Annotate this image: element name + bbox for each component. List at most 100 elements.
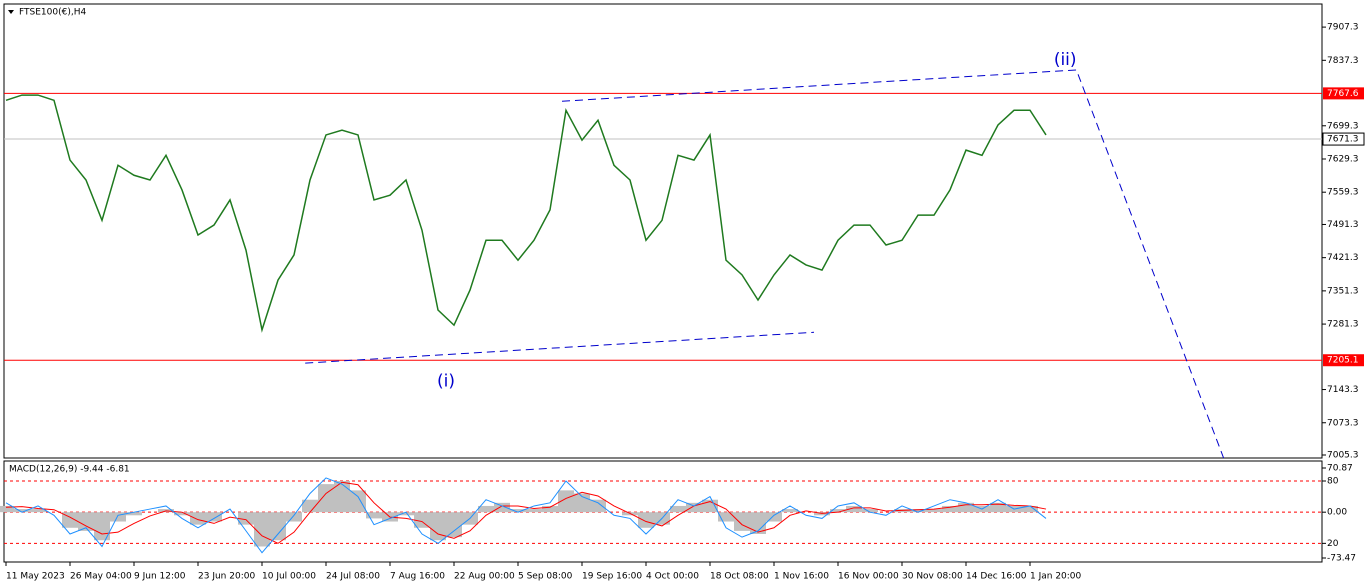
x-tick-label: 18 Oct 08:00 — [710, 572, 769, 582]
histogram-bar — [206, 512, 222, 522]
histogram-bar — [62, 512, 78, 528]
trend-line — [561, 69, 1225, 459]
histogram-bar — [1022, 505, 1038, 513]
main-frame — [3, 3, 1323, 459]
histogram-bar — [494, 502, 510, 513]
macd-line — [5, 481, 1047, 544]
y-tick-label: 80 — [1327, 477, 1339, 487]
y-tick-label: 0.00 — [1327, 508, 1347, 518]
wave-label: (i) — [437, 372, 455, 392]
histogram-bar — [830, 509, 846, 513]
histogram-bar — [846, 505, 862, 513]
y-tick-label: 7421.3 — [1327, 253, 1359, 263]
histogram-bar — [78, 512, 94, 531]
histogram-bar — [638, 512, 654, 528]
trend-line — [305, 331, 815, 364]
histogram-bar — [478, 505, 494, 513]
y-tick-label: -73.47 — [1327, 553, 1356, 563]
x-tick-label: 22 Aug 00:00 — [454, 572, 515, 582]
histogram-bar — [750, 512, 766, 535]
histogram-bar — [910, 509, 926, 513]
y-tick-label: 7559.3 — [1327, 188, 1359, 198]
x-tick-label: 11 May 2023 — [6, 572, 65, 582]
last-price-bg — [1322, 132, 1365, 146]
histogram-bar — [30, 509, 46, 513]
histogram-bar — [670, 505, 686, 513]
histogram-bar — [110, 512, 126, 522]
histogram-bar — [862, 509, 878, 513]
x-tick-label: 23 Jun 20:00 — [198, 572, 255, 582]
y-tick-label: 7351.3 — [1327, 286, 1359, 296]
price-line — [5, 94, 1047, 333]
last-price-label: 7671.3 — [1327, 135, 1359, 145]
histogram-bar — [318, 484, 334, 513]
histogram-bar — [14, 509, 30, 513]
y-tick-label: 7073.3 — [1327, 418, 1359, 428]
histogram-bar — [958, 502, 974, 513]
x-tick-label: 10 Jul 00:00 — [262, 572, 316, 582]
histogram-bar — [510, 509, 526, 513]
y-tick-label: 7629.3 — [1327, 154, 1359, 164]
x-tick-label: 26 May 04:00 — [70, 572, 132, 582]
level-label-bg — [1323, 354, 1364, 367]
histogram-bar — [686, 502, 702, 513]
histogram-bar — [942, 505, 958, 513]
y-tick-label: 7491.3 — [1327, 220, 1359, 230]
histogram-bar — [270, 512, 286, 541]
histogram-bar — [334, 481, 350, 513]
x-tick-label: 16 Nov 00:00 — [838, 572, 899, 582]
macd-line — [5, 477, 1047, 554]
level-label: 7767.6 — [1327, 89, 1359, 99]
y-tick-label: 7005.3 — [1327, 451, 1359, 461]
histogram-bar — [926, 509, 942, 513]
y-tick-label: 7143.3 — [1327, 385, 1359, 395]
histogram-bar — [286, 512, 302, 522]
x-tick-label: 5 Sep 08:00 — [518, 572, 573, 582]
histogram-bar — [734, 512, 750, 531]
x-tick-label: 7 Aug 16:00 — [390, 572, 445, 582]
y-tick-label: 7837.3 — [1327, 56, 1359, 66]
histogram-bar — [766, 512, 782, 522]
x-tick-label: 30 Nov 08:00 — [902, 572, 963, 582]
level-label-bg — [1323, 87, 1364, 100]
histogram-bar — [350, 490, 366, 513]
x-tick-label: 1 Nov 16:00 — [774, 572, 829, 582]
histogram-bar — [446, 512, 462, 538]
histogram-bar — [414, 512, 430, 528]
histogram-bar — [782, 509, 798, 513]
x-tick-label: 24 Jul 08:00 — [326, 572, 380, 582]
histogram-bar — [542, 505, 558, 513]
x-tick-label: 14 Dec 16:00 — [966, 572, 1027, 582]
histogram-bar — [718, 512, 734, 522]
histogram-bar — [366, 512, 382, 519]
histogram-bar — [398, 512, 414, 516]
wave-label: (ii) — [1054, 50, 1077, 70]
histogram-bar — [430, 512, 446, 541]
histogram-bar — [254, 512, 270, 547]
histogram-bar — [526, 509, 542, 513]
y-tick-label: 7281.3 — [1327, 320, 1359, 330]
histogram-bar — [238, 512, 254, 525]
histogram-bar — [174, 512, 190, 516]
histogram-bar — [190, 512, 206, 525]
y-tick-label: 7699.3 — [1327, 121, 1359, 131]
chart-title: FTSE100(€),H4 — [19, 8, 86, 18]
x-tick-label: 1 Jan 20:00 — [1030, 572, 1082, 582]
histogram-bar — [302, 499, 318, 513]
x-tick-label: 4 Oct 00:00 — [646, 572, 699, 582]
histogram-bar — [990, 502, 1006, 513]
macd-title: MACD(12,26,9) -9.44 -6.81 — [9, 465, 130, 475]
x-tick-label: 19 Sep 16:00 — [582, 572, 642, 582]
y-tick-label: 70.87 — [1327, 464, 1353, 474]
y-tick-label: 7907.3 — [1327, 23, 1359, 33]
histogram-bar — [558, 490, 574, 513]
x-tick-label: 9 Jun 12:00 — [134, 572, 186, 582]
y-tick-label: 20 — [1327, 539, 1339, 549]
histogram-bar — [590, 499, 606, 513]
level-label: 7205.1 — [1327, 356, 1359, 366]
histogram-bar — [126, 512, 142, 516]
menu-arrow[interactable] — [8, 10, 14, 14]
histogram-bar — [0, 505, 14, 513]
